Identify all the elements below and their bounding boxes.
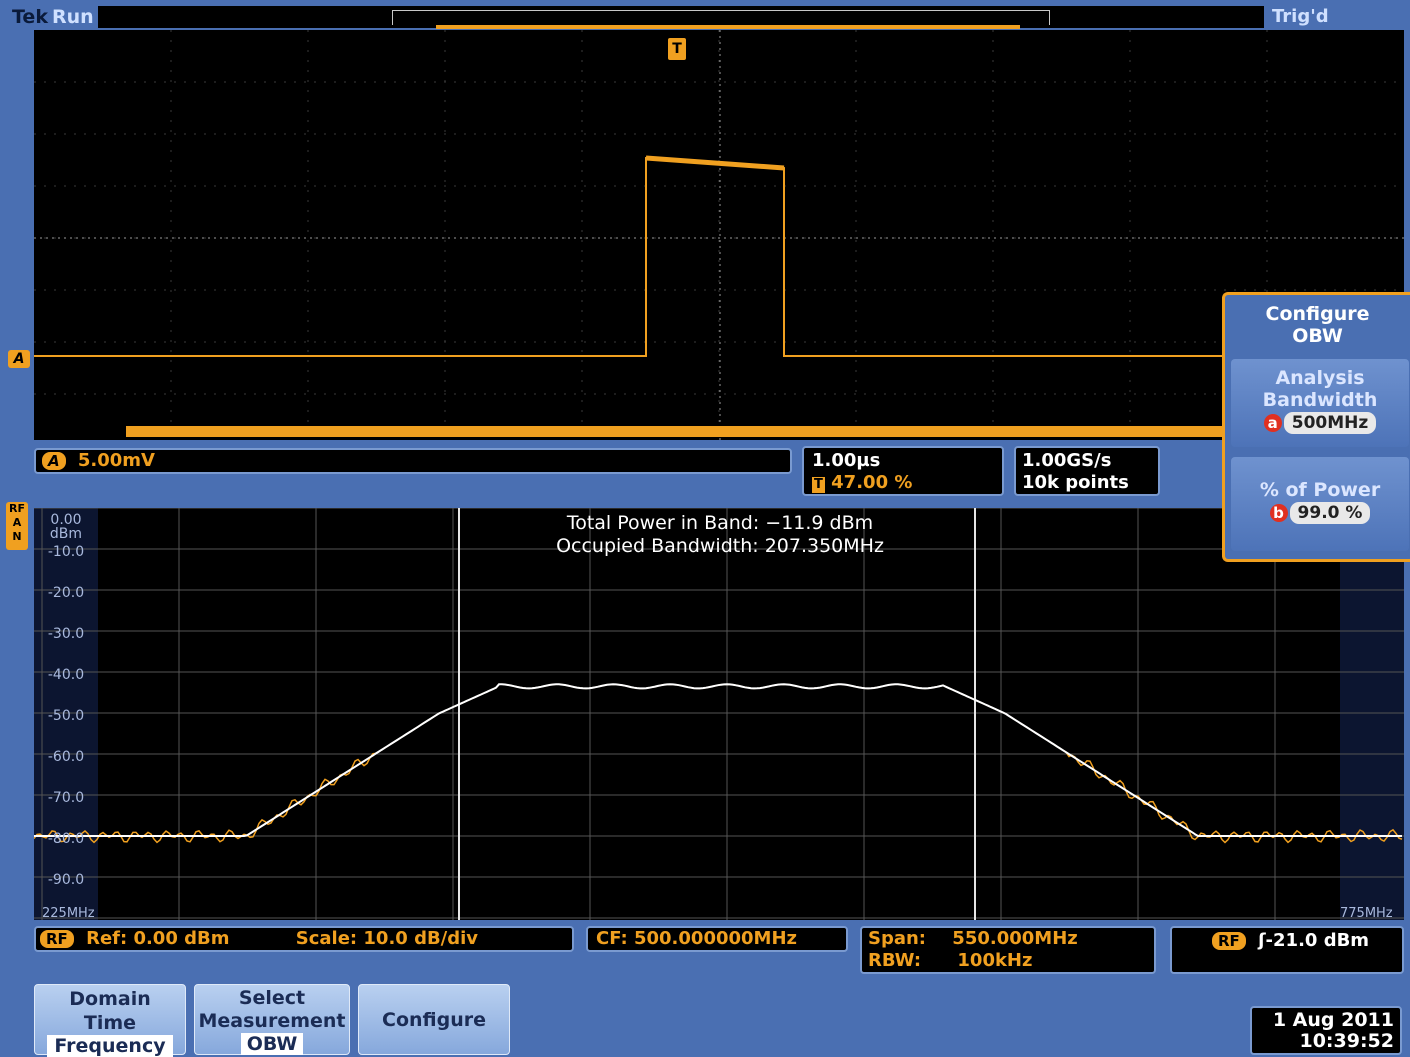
rf-ref-readout[interactable]: RF Ref: 0.00 dBm Scale: 10.0 dB/div	[34, 926, 574, 952]
record-view-bar	[436, 25, 1020, 29]
knob-a-icon: a	[1263, 414, 1282, 432]
center-frequency-readout[interactable]: CF: 500.000000MHz	[586, 926, 848, 952]
y-tick-7: -70.0	[47, 790, 85, 806]
y-tick-0: 0.00 dBm	[49, 512, 83, 542]
trigger-state: Trig'd	[1264, 6, 1404, 28]
domain-button[interactable]: Domain Time Frequency	[34, 984, 186, 1057]
span-label: Span:	[868, 928, 927, 949]
y-tick-8: -80.0	[47, 831, 85, 847]
obw-readout: Total Power in Band: −11.9 dBm Occupied …	[420, 512, 1020, 558]
y-tick-3: -30.0	[47, 626, 85, 642]
center-frequency: CF: 500.000000MHz	[596, 928, 797, 949]
spectrum-graticule[interactable]	[34, 508, 1404, 920]
spectrum-noise-trace	[34, 683, 1403, 844]
spectrum-right-band	[1340, 508, 1404, 920]
y-tick-1: -10.0	[47, 544, 85, 560]
time: 10:39:52	[1299, 1030, 1394, 1052]
channel-a-marker[interactable]: A	[8, 350, 30, 368]
percent-of-power-label: % of Power	[1259, 479, 1381, 501]
vertical-scale: 5.00mV	[77, 450, 155, 471]
span-value: 550.000MHz	[952, 928, 1078, 949]
spectrum-left-band	[34, 508, 98, 920]
selected-measurement: OBW	[241, 1033, 303, 1055]
rf-side-marker[interactable]: RF A N	[6, 502, 28, 550]
domain-option-frequency: Frequency	[47, 1035, 173, 1057]
rf-side-marker-a: A	[12, 516, 22, 529]
horizontal-readout[interactable]: 1.00µs T 47.00 %	[802, 446, 1004, 496]
trigger-position-marker[interactable]: T	[668, 38, 686, 60]
analysis-bandwidth-label-1: Analysis	[1275, 367, 1365, 389]
horizontal-scale: 1.00µs	[812, 450, 881, 471]
rf-side-marker-label: RF	[9, 502, 25, 515]
occupied-bandwidth-readout: Occupied Bandwidth: 207.350MHz	[556, 535, 884, 557]
channel-a-readout[interactable]: A 5.00mV	[34, 448, 792, 474]
vertical-db-scale: Scale: 10.0 dB/div	[295, 928, 479, 949]
brand-logo: Tek Run	[8, 6, 98, 28]
side-menu-title-line2: OBW	[1292, 325, 1343, 347]
rf-side-marker-n: N	[12, 530, 22, 543]
rf-badge: RF	[40, 930, 74, 948]
y-tick-5: -50.0	[47, 708, 85, 724]
y-tick-2: -20.0	[47, 585, 85, 601]
rbw-value: 100kHz	[957, 950, 1033, 971]
top-status-bar	[8, 6, 1404, 28]
trigger-position: 47.00 %	[831, 472, 913, 493]
rf-trigger-readout[interactable]: RF ʃ-21.0 dBm	[1170, 926, 1404, 974]
configure-label: Configure	[382, 1009, 486, 1031]
select-label: Select	[238, 987, 306, 1009]
stop-frequency: 775MHz	[1340, 906, 1393, 921]
brand-text: Tek	[12, 6, 48, 28]
domain-option-time: Time	[83, 1012, 137, 1034]
date: 1 Aug 2011	[1272, 1009, 1394, 1031]
time-domain-graticule[interactable]	[34, 30, 1404, 440]
date-time-readout: 1 Aug 2011 10:39:52	[1250, 1006, 1402, 1055]
time-grid	[34, 30, 1404, 440]
select-measurement-button[interactable]: Select Measurement OBW	[194, 984, 350, 1055]
analysis-bandwidth-value: 500MHz	[1283, 412, 1377, 434]
channel-a-badge: A	[42, 452, 66, 470]
span-rbw-readout[interactable]: Span: 550.000MHz RBW: 100kHz	[860, 926, 1156, 974]
configure-obw-side-menu: Configure OBW Analysis Bandwidth a 500MHz…	[1222, 292, 1410, 562]
side-menu-title-line1: Configure	[1265, 303, 1370, 325]
percent-of-power-button[interactable]: % of Power b 99.0 %	[1231, 457, 1409, 551]
record-length: 10k points	[1022, 472, 1129, 493]
time-trace	[34, 156, 1404, 357]
knob-b-icon: b	[1269, 504, 1288, 522]
rf-trigger-badge: RF	[1212, 932, 1246, 950]
spectrum-trace	[34, 683, 1402, 837]
total-power-readout: Total Power in Band: −11.9 dBm	[566, 512, 874, 534]
analysis-bandwidth-label-2: Bandwidth	[1262, 389, 1378, 411]
record-view-bracket	[392, 10, 1050, 25]
acquisition-readout[interactable]: 1.00GS/s 10k points	[1014, 446, 1160, 496]
trigger-marker-label: T	[672, 41, 682, 57]
rbw-label: RBW:	[868, 950, 922, 971]
percent-of-power-value: 99.0 %	[1289, 502, 1371, 524]
rf-trigger-level: ʃ-21.0 dBm	[1258, 930, 1370, 951]
sample-rate: 1.00GS/s	[1022, 450, 1112, 471]
configure-button[interactable]: Configure	[358, 984, 510, 1055]
y-tick-9: -90.0	[47, 872, 85, 888]
run-state: Run	[51, 6, 94, 28]
trigger-pos-icon: T	[812, 477, 825, 493]
spectrum-grid	[34, 508, 1404, 920]
side-menu-title: Configure OBW	[1225, 295, 1410, 347]
time-trace-top-noise	[645, 155, 785, 171]
time-baseline-bar	[126, 426, 1404, 437]
domain-label: Domain	[69, 988, 151, 1010]
measurement-label: Measurement	[198, 1010, 346, 1032]
y-tick-4: -40.0	[47, 667, 85, 683]
analysis-bandwidth-button[interactable]: Analysis Bandwidth a 500MHz	[1231, 359, 1409, 447]
start-frequency: 225MHz	[42, 906, 95, 921]
channel-a-marker-label: A	[13, 351, 25, 367]
y-tick-6: -60.0	[47, 749, 85, 765]
ref-level: Ref: 0.00 dBm	[86, 928, 230, 949]
